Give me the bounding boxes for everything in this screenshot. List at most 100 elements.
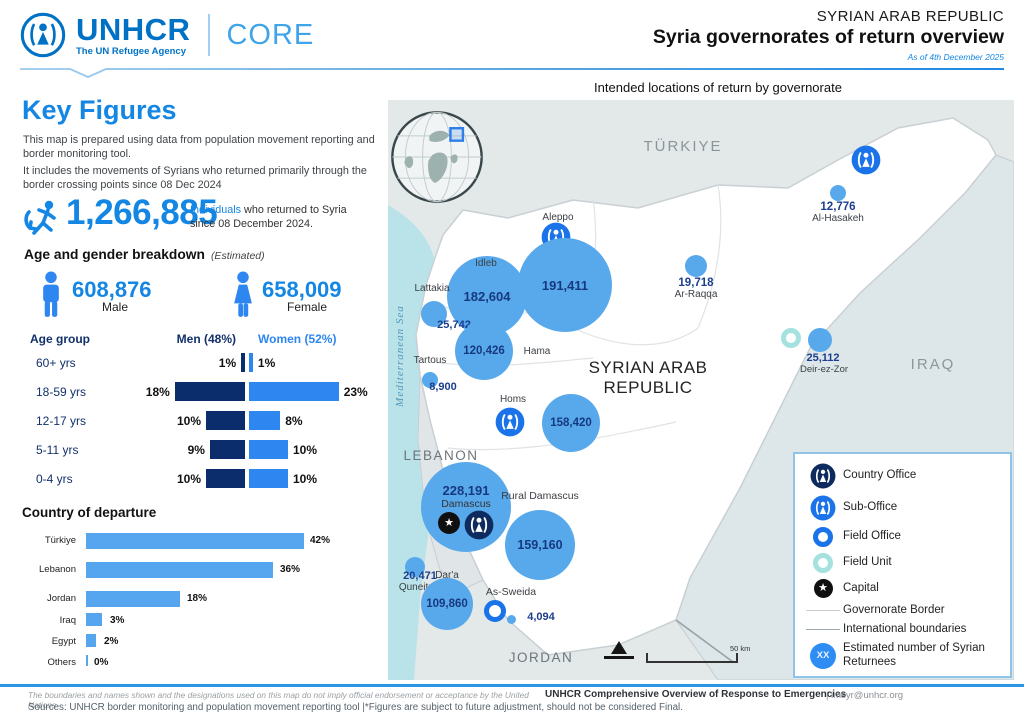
label-tartous: Tartous bbox=[413, 355, 447, 366]
label-quneitra: Quneitra bbox=[398, 582, 438, 593]
departure-country: Egypt bbox=[51, 636, 76, 647]
bubble-value: 109,860 bbox=[426, 598, 468, 610]
legend-row: Sub-Office bbox=[803, 495, 1002, 521]
age-group-label: 12-17 yrs bbox=[36, 414, 87, 428]
male-icon bbox=[36, 271, 66, 319]
label-deir-ez-zor: Deir-ez-Zor bbox=[799, 364, 849, 375]
women-bar bbox=[249, 440, 288, 459]
men-pct: 9% bbox=[187, 442, 205, 457]
bubble-damascus: 228,191 Damascus bbox=[421, 462, 511, 552]
col-age-group: Age group bbox=[30, 332, 90, 346]
label-hama: Hama bbox=[523, 346, 551, 357]
bubble-hama: 120,426 bbox=[455, 322, 513, 380]
runner-icon bbox=[20, 197, 64, 241]
legend-label: Capital bbox=[843, 581, 879, 594]
age-row-60plus: 60+ yrs 1% 1% bbox=[0, 353, 383, 373]
contact-email[interactable]: | imsyr@unhcr.org bbox=[826, 690, 904, 701]
field-unit-icon-deir-ez-zor bbox=[781, 328, 801, 348]
departure-country: Jordan bbox=[46, 593, 76, 604]
departure-bar bbox=[86, 634, 97, 647]
governorate-border-icon bbox=[806, 610, 840, 612]
label-iraq: IRAQ bbox=[910, 356, 956, 373]
scale-bar bbox=[646, 651, 738, 663]
label-jordan: JORDAN bbox=[508, 650, 574, 665]
bubble-homs: 158,420 bbox=[542, 394, 600, 452]
age-row-18-59: 18-59 yrs 18% 23% bbox=[0, 382, 383, 402]
bubble-value: 191,411 bbox=[541, 277, 589, 293]
bubble-ar-raqqa bbox=[685, 255, 707, 277]
legend-row: XX Estimated number of Syrian Returnees bbox=[803, 642, 1002, 669]
jordan-iraq-boundary bbox=[675, 619, 734, 663]
page-title: Syria governorates of return overview bbox=[652, 26, 1004, 48]
departure-bar bbox=[86, 533, 305, 549]
sub-office-icon-qamishli bbox=[851, 145, 881, 175]
legend-row: International boundaries bbox=[803, 623, 1002, 636]
label-as-sweida: As-Sweida bbox=[485, 586, 537, 598]
country-office-icon bbox=[810, 463, 836, 489]
map-title: Intended locations of return by governor… bbox=[594, 80, 842, 95]
age-row-0-4: 0-4 yrs 10% 10% bbox=[0, 469, 383, 489]
syria-map: TÜRKIYE IRAQ LEBANON JORDAN SYRIAN ARAB … bbox=[388, 100, 1014, 680]
header-titles: SYRIAN ARAB REPUBLIC Syria governorates … bbox=[653, 8, 1004, 62]
value-deir-ez-zor: 25,112 bbox=[806, 352, 840, 364]
returnees-bubble-icon: XX bbox=[810, 642, 836, 669]
map-legend: Country Office Sub-Office Field Office F… bbox=[793, 452, 1012, 678]
value-ar-raqqa: 19,718 bbox=[678, 277, 714, 289]
total-caption: Individuals who returned to Syria since … bbox=[190, 203, 370, 231]
bubble-deir-ez-zor bbox=[808, 328, 832, 352]
bubble-rural-damascus: 159,160 bbox=[505, 510, 575, 580]
col-women: Women (52%) bbox=[258, 332, 337, 346]
departure-country: Others bbox=[47, 657, 76, 668]
international-boundary-icon bbox=[806, 629, 840, 631]
field-unit-icon bbox=[813, 553, 833, 573]
legend-row: Field Office bbox=[803, 527, 1002, 547]
men-pct: 10% bbox=[176, 471, 201, 486]
label-aleppo: Aleppo bbox=[542, 212, 574, 223]
bubble-value: 182,604 bbox=[463, 288, 511, 304]
legend-row: Governorate Border bbox=[803, 604, 1002, 617]
age-group-label: 18-59 yrs bbox=[36, 385, 87, 399]
departure-pct: 3% bbox=[110, 615, 125, 626]
desc-line-2: It includes the movements of Syrians who… bbox=[23, 164, 367, 191]
men-bar bbox=[209, 440, 245, 459]
north-arrow bbox=[604, 641, 634, 659]
logo-org: UNHCR bbox=[76, 11, 191, 47]
departure-row-egypt: Egypt 2% bbox=[0, 634, 383, 647]
men-bar bbox=[174, 382, 245, 401]
departure-row-iraq: Iraq 3% bbox=[0, 613, 383, 626]
label-dara: Dar'a bbox=[435, 570, 459, 581]
header-country: SYRIAN ARAB REPUBLIC bbox=[816, 8, 1004, 25]
female-count: 658,009 bbox=[262, 277, 342, 302]
men-pct: 10% bbox=[176, 413, 201, 428]
value-quneitra: 20,471 bbox=[403, 570, 437, 582]
logo-tagline: The UN Refugee Agency bbox=[76, 45, 186, 57]
legend-row: Field Unit bbox=[803, 553, 1002, 573]
footer-sources: Sources: UNHCR border monitoring and pop… bbox=[28, 702, 683, 713]
bubble-value: 228,191 bbox=[442, 483, 490, 498]
bubble-value: 120,426 bbox=[463, 345, 505, 357]
capital-icon bbox=[813, 579, 833, 598]
header-divider bbox=[20, 68, 1004, 79]
age-group-label: 60+ yrs bbox=[36, 356, 76, 370]
departure-bar bbox=[86, 655, 88, 666]
women-bar bbox=[249, 382, 339, 401]
women-bar bbox=[249, 411, 281, 430]
key-figures-description: This map is prepared using data from pop… bbox=[23, 133, 375, 194]
label-homs: Homs bbox=[499, 394, 527, 405]
men-bar bbox=[206, 411, 245, 430]
legend-label: Country Office bbox=[843, 469, 917, 482]
women-pct: 8% bbox=[285, 413, 303, 428]
sub-office-icon bbox=[810, 495, 836, 521]
departure-country: Türkiye bbox=[44, 535, 76, 546]
label-damascus: Damascus bbox=[441, 498, 491, 510]
departure-row-turkiye: Türkiye 42% bbox=[0, 533, 383, 549]
age-gender-subtitle: (Estimated) bbox=[210, 250, 265, 262]
value-as-sweida: 4,094 bbox=[527, 611, 555, 623]
value-tartous: 8,900 bbox=[429, 381, 457, 393]
departure-bar bbox=[86, 562, 274, 578]
label-al-hasakeh: Al-Hasakeh bbox=[812, 213, 864, 224]
syria-locator-marker bbox=[449, 127, 465, 142]
field-office-icon bbox=[813, 527, 833, 547]
scale-label: 50 km bbox=[730, 644, 751, 653]
logo-product: CORE bbox=[226, 18, 315, 51]
